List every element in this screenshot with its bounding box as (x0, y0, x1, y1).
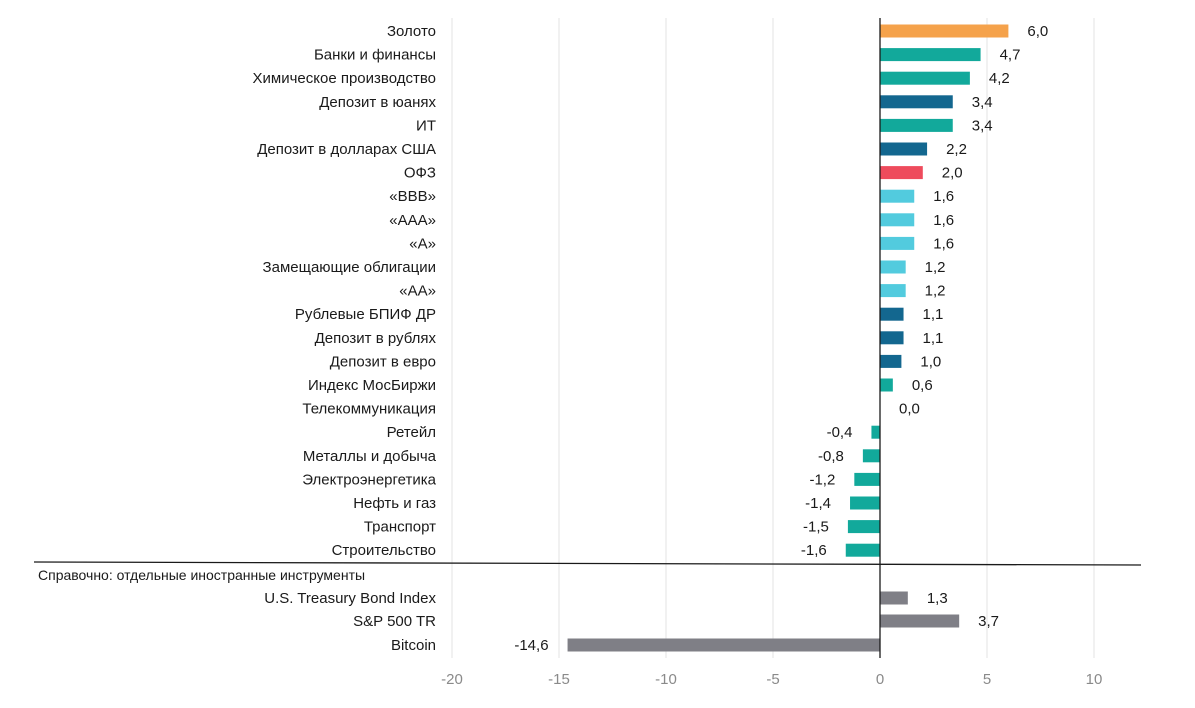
value-label: 1,0 (920, 353, 941, 370)
value-label: 1,2 (925, 259, 946, 276)
section-separator (33, 561, 1142, 566)
value-label: 0,6 (912, 377, 933, 394)
category-label: Депозит в рублях (315, 330, 437, 347)
bar (880, 48, 981, 62)
grid-lines (451, 18, 1095, 658)
category-label: Транспорт (364, 519, 436, 536)
bar (880, 331, 904, 345)
category-label: S&P 500 TR (353, 613, 436, 630)
category-label: Замещающие облигации (263, 259, 436, 276)
value-label: 2,0 (942, 165, 963, 182)
category-label: Депозит в юанях (319, 94, 436, 111)
bar (880, 236, 915, 250)
value-label: -0,8 (818, 448, 844, 465)
bar (880, 24, 1009, 38)
category-label: «BBB» (389, 188, 436, 205)
category-label: Рублевые БПИФ ДР (295, 306, 436, 323)
category-label: Ретейл (387, 424, 436, 441)
bar (880, 118, 953, 132)
value-label: 4,2 (989, 70, 1010, 87)
category-label: Банки и финансы (314, 47, 436, 64)
value-label: 3,4 (972, 117, 993, 134)
category-label: «AAA» (389, 212, 436, 229)
value-label: 1,2 (925, 283, 946, 300)
section-note: Справочно: отдельные иностранные инструм… (38, 567, 365, 583)
x-tick-label: 5 (983, 671, 991, 688)
bar (880, 166, 923, 180)
value-label: 1,6 (933, 212, 954, 229)
bar (871, 425, 880, 439)
labels: -20 -15 -10 -5 0 5 10 Золото 6,0 Банки и финансы 4… (253, 23, 1103, 688)
value-label: 1,6 (933, 188, 954, 205)
value-label: 3,7 (978, 613, 999, 630)
x-tick-label: -20 (441, 671, 463, 688)
category-label: «A» (409, 235, 436, 252)
bar (850, 496, 880, 510)
axes (33, 18, 1142, 658)
value-label: -0,4 (827, 424, 853, 441)
bar (880, 307, 904, 321)
value-label: 3,4 (972, 94, 993, 111)
bars (567, 24, 1009, 652)
bar (880, 71, 970, 85)
bar (880, 260, 906, 274)
bar (847, 520, 880, 534)
category-label: «AA» (399, 283, 436, 300)
value-label: 4,7 (1000, 47, 1021, 64)
category-label: Депозит в евро (330, 353, 436, 370)
category-label: ОФЗ (404, 165, 436, 182)
value-label: 0,0 (899, 401, 920, 418)
category-label: Индекс МосБиржи (308, 377, 436, 394)
category-label: U.S. Treasury Bond Index (264, 590, 436, 607)
category-label: ИТ (416, 117, 436, 134)
bar (880, 591, 908, 605)
value-label: 1,1 (923, 306, 944, 323)
value-label: 1,3 (927, 590, 948, 607)
category-label: Металлы и добыча (303, 448, 437, 465)
value-label: -14,6 (514, 637, 548, 654)
value-label: 2,2 (946, 141, 967, 158)
bar (880, 189, 915, 203)
value-label: 6,0 (1027, 23, 1048, 40)
bar (854, 472, 880, 486)
category-label: Строительство (332, 542, 436, 559)
category-label: Золото (387, 23, 436, 40)
bar (880, 95, 953, 109)
category-label: Bitcoin (391, 637, 436, 654)
bar (880, 378, 893, 392)
value-label: -1,4 (805, 495, 831, 512)
x-tick-label: 10 (1086, 671, 1103, 688)
category-label: Химическое производство (253, 70, 436, 87)
x-tick-label: 0 (876, 671, 884, 688)
x-tick-label: -15 (548, 671, 570, 688)
value-label: -1,2 (809, 471, 835, 488)
bar (845, 543, 880, 557)
x-tick-label: -10 (655, 671, 677, 688)
value-label: 1,6 (933, 235, 954, 252)
bar (880, 284, 906, 298)
x-tick-label: -5 (766, 671, 779, 688)
category-label: Электроэнергетика (302, 471, 436, 488)
value-label: -1,5 (803, 519, 829, 536)
category-label: Нефть и газ (353, 495, 436, 512)
value-label: 1,1 (923, 330, 944, 347)
bar (880, 142, 928, 156)
bar (862, 449, 880, 463)
bar (567, 638, 880, 652)
bar (880, 213, 915, 227)
category-label: Телекоммуникация (302, 401, 436, 418)
category-label: Депозит в долларах США (257, 141, 436, 158)
value-label: -1,6 (801, 542, 827, 559)
bar (880, 354, 902, 368)
bar (880, 614, 960, 628)
